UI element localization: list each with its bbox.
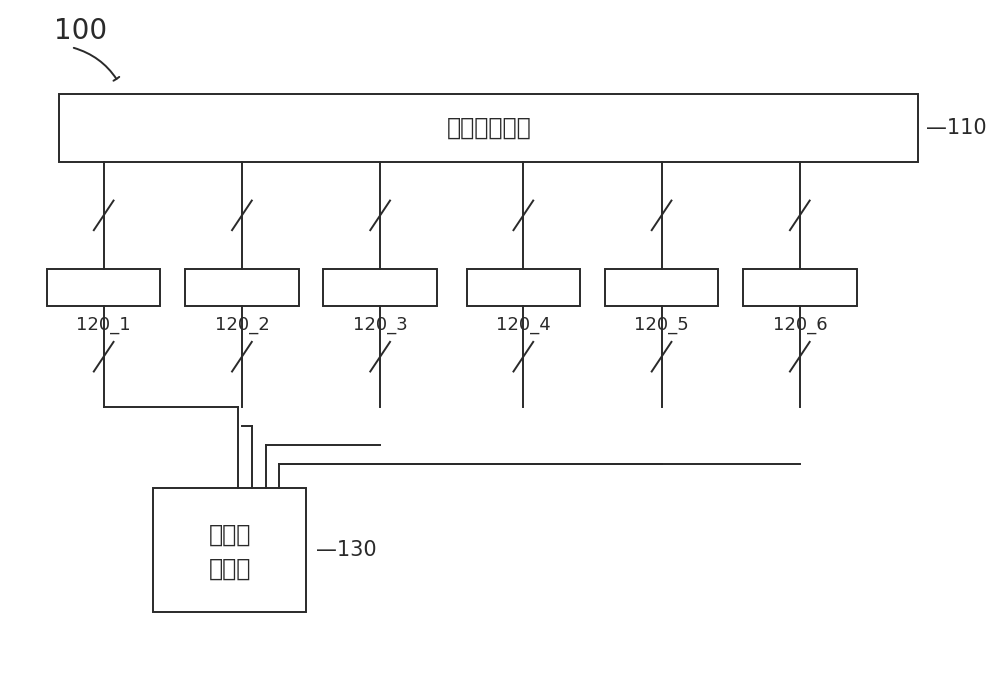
Bar <box>605 269 718 306</box>
Bar <box>59 94 918 162</box>
Text: 120_6: 120_6 <box>773 316 827 334</box>
Bar <box>47 269 160 306</box>
Text: 示面板: 示面板 <box>208 557 251 581</box>
Text: 120_5: 120_5 <box>634 316 689 334</box>
Bar <box>323 269 437 306</box>
Text: 120_3: 120_3 <box>353 316 408 334</box>
Text: 120_4: 120_4 <box>496 316 551 334</box>
Bar <box>743 269 857 306</box>
Text: —130: —130 <box>316 540 377 560</box>
Bar <box>467 269 580 306</box>
Bar <box>153 488 306 612</box>
Text: 触控显示面板: 触控显示面板 <box>446 116 531 140</box>
Text: 120_2: 120_2 <box>215 316 269 334</box>
Bar <box>185 269 299 306</box>
Text: 120_1: 120_1 <box>76 316 131 334</box>
Text: 触控显: 触控显 <box>208 523 251 547</box>
Text: —110: —110 <box>926 118 987 138</box>
Text: 100: 100 <box>54 17 107 45</box>
